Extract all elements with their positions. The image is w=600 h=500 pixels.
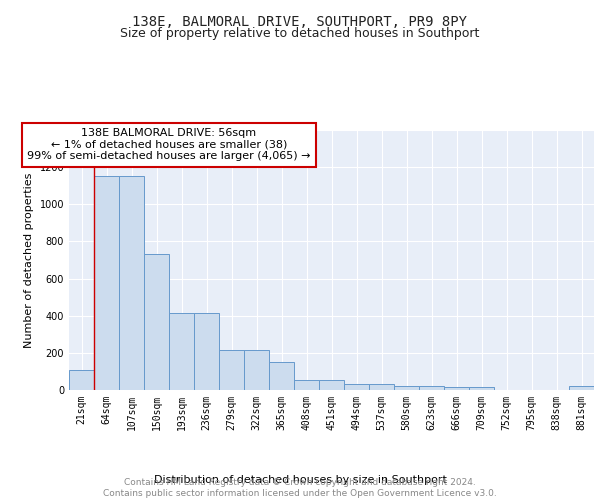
Bar (569, 386, 594, 390)
Bar (394, 386, 419, 390)
Bar (319, 380, 344, 390)
Bar (294, 380, 319, 390)
Text: 138E BALMORAL DRIVE: 56sqm
← 1% of detached houses are smaller (38)
99% of semi-: 138E BALMORAL DRIVE: 56sqm ← 1% of detac… (27, 128, 311, 162)
Y-axis label: Number of detached properties: Number of detached properties (24, 172, 34, 348)
Text: Contains HM Land Registry data © Crown copyright and database right 2024.
Contai: Contains HM Land Registry data © Crown c… (103, 478, 497, 498)
Bar (244, 350, 269, 390)
Bar (144, 254, 169, 390)
Text: Size of property relative to detached houses in Southport: Size of property relative to detached ho… (121, 28, 479, 40)
Bar (69, 370, 94, 390)
Bar (444, 387, 469, 390)
Text: 138E, BALMORAL DRIVE, SOUTHPORT, PR9 8PY: 138E, BALMORAL DRIVE, SOUTHPORT, PR9 8PY (133, 15, 467, 29)
Text: Distribution of detached houses by size in Southport: Distribution of detached houses by size … (154, 475, 446, 485)
Bar (94, 176, 119, 390)
Bar (369, 384, 394, 390)
Bar (469, 387, 494, 390)
Bar (169, 313, 194, 390)
Bar (419, 386, 444, 390)
Bar (194, 313, 219, 390)
Bar (219, 350, 244, 390)
Bar (269, 362, 294, 390)
Bar (119, 176, 144, 390)
Bar (344, 384, 369, 390)
